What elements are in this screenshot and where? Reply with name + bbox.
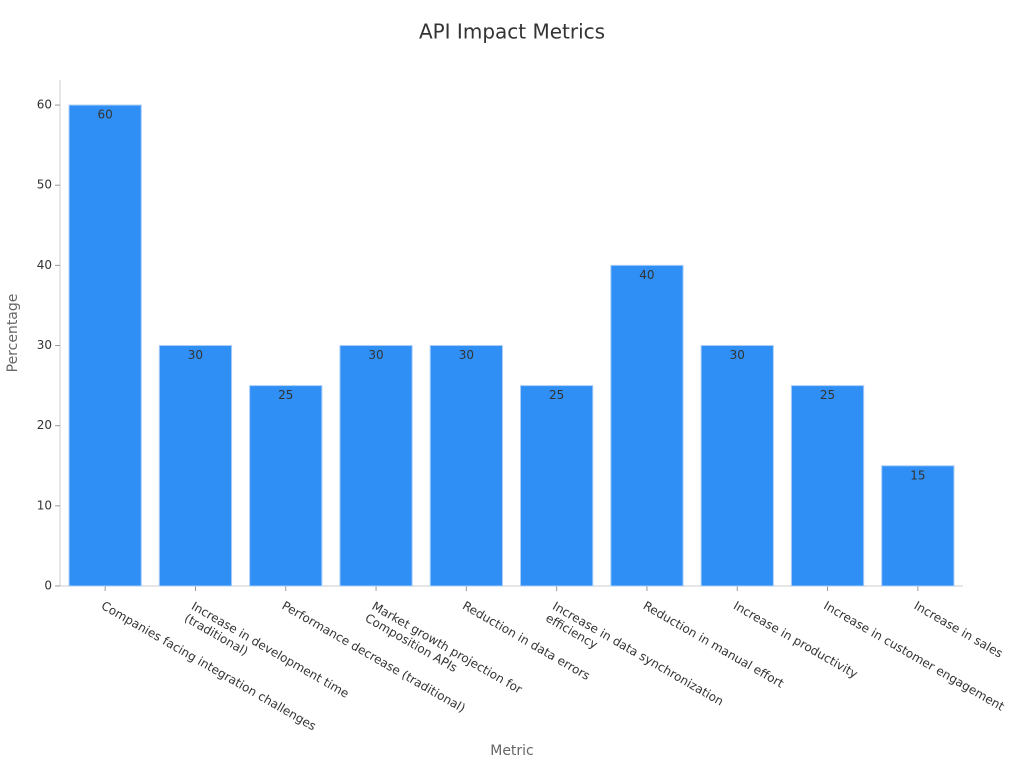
y-axis-title: Percentage	[5, 294, 21, 373]
bar	[68, 104, 142, 587]
bar	[881, 465, 955, 587]
bar	[339, 345, 413, 587]
value-label: 30	[459, 348, 474, 362]
y-tick-label: 0	[44, 579, 52, 593]
value-label: 30	[188, 348, 203, 362]
value-label: 60	[98, 108, 113, 122]
value-label: 40	[639, 268, 654, 282]
value-label: 25	[549, 388, 564, 402]
x-tick-label: Reduction in manual effort	[641, 599, 787, 691]
bar	[520, 385, 594, 587]
x-tick-label: Increase in customer engagement	[821, 599, 1007, 714]
y-tick-label: 60	[37, 98, 52, 112]
bar	[790, 385, 865, 587]
bar	[610, 264, 684, 587]
value-label: 25	[820, 388, 835, 402]
y-tick-label: 50	[37, 178, 52, 192]
bar	[429, 345, 503, 587]
value-label: 25	[278, 388, 293, 402]
x-tick-label: Increase in sales	[912, 599, 1006, 661]
value-label: 15	[910, 468, 925, 482]
bar	[158, 345, 233, 587]
label-line: Market growth projection for	[370, 599, 525, 697]
y-tick-label: 10	[37, 498, 52, 512]
y-tick-label: 20	[37, 418, 52, 432]
x-axis-title: Metric	[490, 743, 534, 759]
value-label: 30	[368, 348, 383, 362]
label-line: Increase in data synchronization	[550, 599, 726, 709]
bar	[700, 345, 774, 587]
y-tick-label: 40	[37, 258, 52, 272]
value-label: 30	[730, 348, 745, 362]
bar	[249, 385, 323, 587]
y-tick-label: 30	[37, 338, 52, 352]
label-line: Increase in development time	[189, 599, 351, 701]
chart-title: API Impact Metrics	[419, 20, 605, 44]
